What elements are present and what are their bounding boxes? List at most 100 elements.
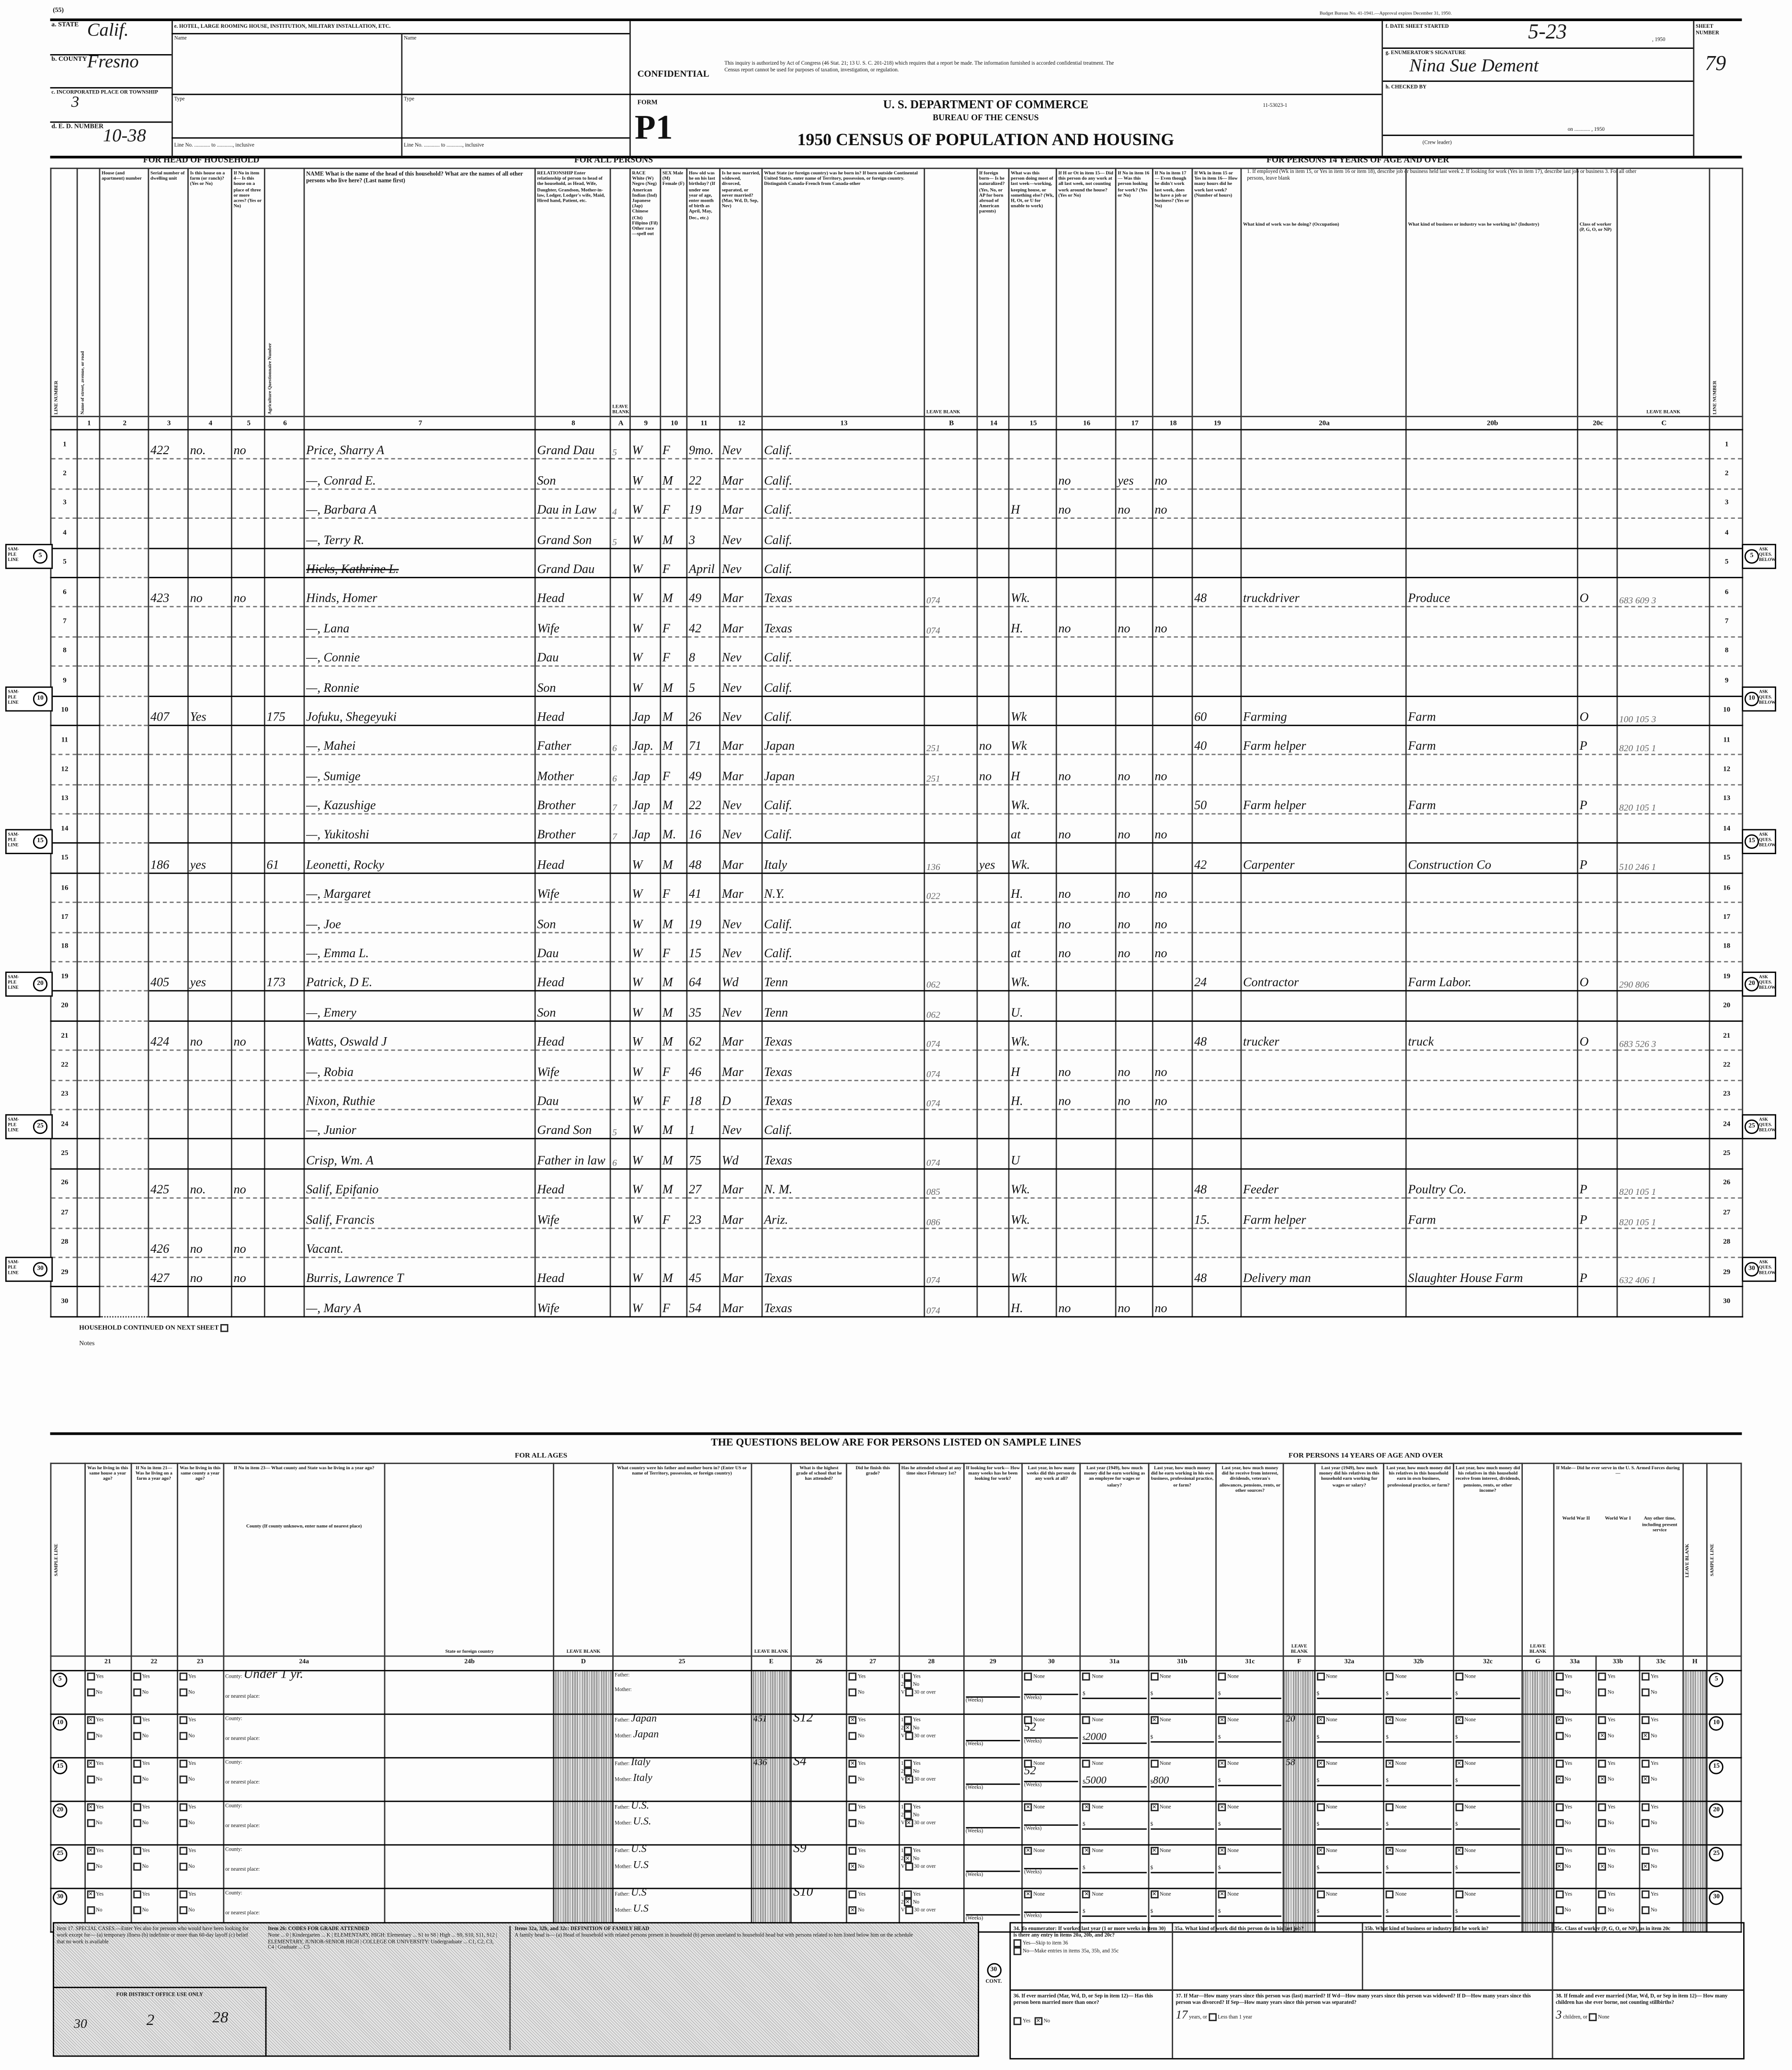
q28-yes-checkbox[interactable]: [903, 1760, 912, 1768]
q31c-none-checkbox[interactable]: [1218, 1672, 1226, 1681]
q31a-none-checkbox[interactable]: [1083, 1760, 1091, 1768]
q28-over30-checkbox[interactable]: [904, 1688, 913, 1697]
q21-yes-checkbox[interactable]: ✕: [86, 1760, 95, 1768]
q33b-no-checkbox[interactable]: ✕: [1598, 1775, 1607, 1784]
q21-no-checkbox[interactable]: [86, 1775, 95, 1784]
q33a-no-checkbox[interactable]: [1555, 1732, 1564, 1740]
q31a-none-checkbox[interactable]: ✕: [1083, 1890, 1091, 1898]
q28-no-checkbox[interactable]: [903, 1767, 912, 1776]
q28-over30-checkbox[interactable]: [904, 1906, 913, 1914]
q33c-yes-checkbox[interactable]: [1641, 1803, 1650, 1811]
q33b-no-checkbox[interactable]: ✕: [1598, 1732, 1607, 1740]
q31b-none-checkbox[interactable]: [1150, 1672, 1159, 1681]
q33a-yes-checkbox[interactable]: [1555, 1672, 1564, 1681]
q27-yes-checkbox[interactable]: [848, 1803, 857, 1811]
q28-no-checkbox[interactable]: ✕: [903, 1898, 912, 1907]
q21-yes-checkbox[interactable]: ✕: [86, 1847, 95, 1855]
q33c-no-checkbox[interactable]: [1641, 1688, 1650, 1697]
q22-yes-checkbox[interactable]: [133, 1716, 141, 1724]
q33c-yes-checkbox[interactable]: [1641, 1760, 1650, 1768]
q33a-no-checkbox[interactable]: ✕: [1555, 1863, 1564, 1871]
q33a-yes-checkbox[interactable]: [1555, 1890, 1564, 1898]
q33c-no-checkbox[interactable]: [1641, 1819, 1650, 1827]
q33c-yes-checkbox[interactable]: [1641, 1890, 1650, 1898]
q30-none-checkbox[interactable]: ✕: [1024, 1890, 1032, 1898]
q33b-yes-checkbox[interactable]: [1598, 1847, 1607, 1855]
q30-none-checkbox[interactable]: [1024, 1672, 1032, 1681]
q32c-none-checkbox[interactable]: ✕: [1455, 1847, 1463, 1855]
q32a-none-checkbox[interactable]: ✕: [1316, 1760, 1325, 1768]
q31c-none-checkbox[interactable]: ✕: [1218, 1803, 1226, 1811]
q28-over30-checkbox[interactable]: [904, 1863, 913, 1871]
q23-no-checkbox[interactable]: [179, 1819, 187, 1827]
q32b-none-checkbox[interactable]: ✕: [1386, 1847, 1394, 1855]
q31b-none-checkbox[interactable]: ✕: [1150, 1890, 1159, 1898]
q22-no-checkbox[interactable]: [133, 1732, 141, 1740]
q34-yes-checkbox[interactable]: [1013, 1939, 1022, 1947]
q33b-no-checkbox[interactable]: ✕: [1598, 1863, 1607, 1871]
q32c-none-checkbox[interactable]: [1455, 1803, 1463, 1811]
q27-no-checkbox[interactable]: [848, 1732, 857, 1740]
q28-no-checkbox[interactable]: [903, 1681, 912, 1689]
q28-no-checkbox[interactable]: ✕: [903, 1854, 912, 1863]
q33a-yes-checkbox[interactable]: [1555, 1803, 1564, 1811]
q22-no-checkbox[interactable]: [133, 1819, 141, 1827]
q31a-none-checkbox[interactable]: [1083, 1716, 1091, 1724]
q21-yes-checkbox[interactable]: ✕: [86, 1890, 95, 1898]
q27-no-checkbox[interactable]: ✕: [848, 1906, 857, 1914]
q32a-none-checkbox[interactable]: [1316, 1803, 1325, 1811]
q33a-no-checkbox[interactable]: ✕: [1555, 1775, 1564, 1784]
q27-no-checkbox[interactable]: [848, 1688, 857, 1697]
q22-no-checkbox[interactable]: [133, 1775, 141, 1784]
q21-yes-checkbox[interactable]: [86, 1672, 95, 1681]
q28-yes-checkbox[interactable]: [903, 1716, 912, 1724]
q32c-none-checkbox[interactable]: ✕: [1455, 1716, 1463, 1724]
q33a-yes-checkbox[interactable]: ✕: [1555, 1716, 1564, 1724]
q31c-none-checkbox[interactable]: ✕: [1218, 1760, 1226, 1768]
q31b-none-checkbox[interactable]: [1150, 1760, 1159, 1768]
q32a-none-checkbox[interactable]: [1316, 1672, 1325, 1681]
q27-no-checkbox[interactable]: ✕: [848, 1863, 857, 1871]
q32a-none-checkbox[interactable]: [1316, 1890, 1325, 1898]
q23-yes-checkbox[interactable]: [179, 1890, 187, 1898]
q36-no-checkbox[interactable]: ✕: [1034, 2016, 1042, 2025]
q33c-no-checkbox[interactable]: ✕: [1641, 1863, 1650, 1871]
q21-yes-checkbox[interactable]: ✕: [86, 1716, 95, 1724]
q21-no-checkbox[interactable]: [86, 1819, 95, 1827]
q33a-no-checkbox[interactable]: [1555, 1906, 1564, 1914]
q23-no-checkbox[interactable]: [179, 1906, 187, 1914]
q32b-none-checkbox[interactable]: [1386, 1803, 1394, 1811]
q36-yes-checkbox[interactable]: [1013, 2016, 1022, 2025]
q28-no-checkbox[interactable]: ✕: [903, 1724, 912, 1732]
q23-yes-checkbox[interactable]: [179, 1803, 187, 1811]
q27-no-checkbox[interactable]: [848, 1775, 857, 1784]
q28-yes-checkbox[interactable]: [903, 1672, 912, 1681]
q33c-yes-checkbox[interactable]: [1641, 1716, 1650, 1724]
q31b-none-checkbox[interactable]: ✕: [1150, 1803, 1159, 1811]
q33a-no-checkbox[interactable]: [1555, 1688, 1564, 1697]
q22-yes-checkbox[interactable]: [133, 1890, 141, 1898]
q28-yes-checkbox[interactable]: [903, 1803, 912, 1811]
q32a-none-checkbox[interactable]: ✕: [1316, 1716, 1325, 1724]
q28-over30-checkbox[interactable]: [904, 1732, 913, 1740]
q33c-no-checkbox[interactable]: ✕: [1641, 1732, 1650, 1740]
q32b-none-checkbox[interactable]: [1386, 1890, 1394, 1898]
q22-yes-checkbox[interactable]: [133, 1760, 141, 1768]
q33b-yes-checkbox[interactable]: [1598, 1716, 1607, 1724]
q31b-none-checkbox[interactable]: ✕: [1150, 1847, 1159, 1855]
q28-yes-checkbox[interactable]: [903, 1847, 912, 1855]
q28-yes-checkbox[interactable]: [903, 1890, 912, 1898]
q22-yes-checkbox[interactable]: [133, 1672, 141, 1681]
q22-no-checkbox[interactable]: [133, 1906, 141, 1914]
q21-no-checkbox[interactable]: [86, 1688, 95, 1697]
q22-no-checkbox[interactable]: [133, 1688, 141, 1697]
q23-no-checkbox[interactable]: [179, 1732, 187, 1740]
q33c-no-checkbox[interactable]: ✕: [1641, 1775, 1650, 1784]
q33b-no-checkbox[interactable]: [1598, 1819, 1607, 1827]
q30-none-checkbox[interactable]: ✕: [1024, 1847, 1032, 1855]
q23-no-checkbox[interactable]: [179, 1775, 187, 1784]
q32b-none-checkbox[interactable]: ✕: [1386, 1716, 1394, 1724]
q33a-yes-checkbox[interactable]: [1555, 1847, 1564, 1855]
q33a-no-checkbox[interactable]: [1555, 1819, 1564, 1827]
q32a-none-checkbox[interactable]: ✕: [1316, 1847, 1325, 1855]
